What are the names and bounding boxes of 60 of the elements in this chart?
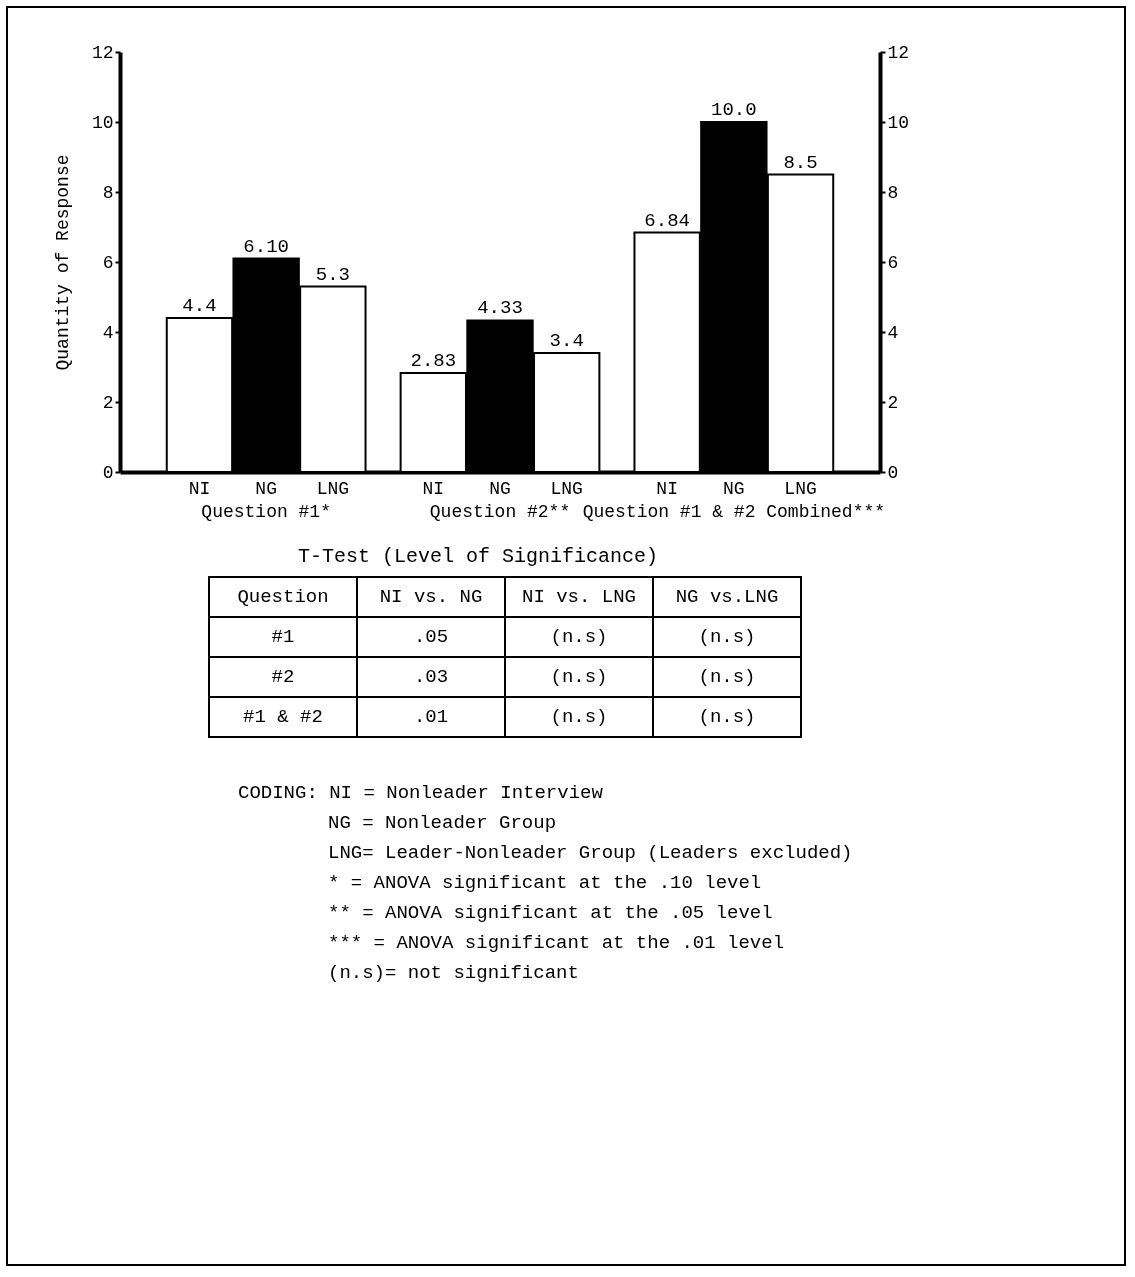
y2-tick-label: 12	[887, 42, 910, 63]
x-tick-label: Question #1*	[201, 501, 331, 522]
text: (n.s)	[505, 617, 653, 657]
text: NI vs. NG	[357, 577, 505, 617]
text: NG	[723, 479, 745, 499]
data-label: 2.83	[410, 349, 457, 372]
text: CODING: NI = Nonleader Interview	[238, 781, 604, 806]
data-label: 6.84	[644, 209, 690, 232]
text: NI	[422, 479, 445, 499]
y-tick-label: 4	[102, 322, 114, 343]
text: NG vs.LNG	[653, 577, 801, 617]
text: (n.s)	[653, 617, 801, 657]
text: (n.s)= not significant	[327, 961, 580, 986]
y-tick-label: 6	[102, 252, 114, 273]
text: NI	[656, 479, 678, 499]
text: (n.s)	[505, 697, 653, 737]
x-tick-label: Question #1 & #2 Combined***	[582, 501, 886, 522]
data-label: 6.10	[243, 235, 289, 258]
text: Question	[209, 577, 357, 617]
y-tick-label: 0	[102, 462, 114, 483]
text: LNG	[550, 479, 583, 499]
y-tick-label: 8	[102, 182, 114, 203]
text: LNG	[784, 479, 817, 499]
text: .03	[357, 657, 505, 697]
data-label: 4.33	[477, 297, 523, 320]
y2-tick-label: 0	[887, 462, 899, 483]
data-label: 3.4	[549, 330, 584, 352]
text: NG	[489, 479, 511, 499]
text: #1 & #2	[209, 697, 357, 737]
y2-tick-label: 6	[887, 252, 899, 273]
text: (n.s)	[505, 657, 653, 697]
text: * = ANOVA significant at the .10 level	[327, 871, 763, 896]
x-tick-label: Question #2**	[429, 501, 571, 522]
text: *** = ANOVA significant at the .01 level	[327, 931, 786, 956]
y2-tick-label: 2	[887, 392, 899, 413]
y2-tick-label: 10	[887, 112, 910, 133]
data-label: 10.0	[711, 99, 757, 121]
data-label: 5.3	[315, 263, 350, 286]
y-tick-label: 12	[91, 42, 114, 63]
text: T-Test (Level of Significance)	[298, 545, 660, 568]
text: LNG= Leader-Nonleader Group (Leaders excluded)	[327, 841, 854, 866]
y-tick-label: 10	[91, 112, 114, 133]
series-label: NG	[255, 479, 277, 499]
y-axis-title: Quantity of Response	[52, 154, 73, 371]
text: #1	[209, 617, 357, 657]
text: (n.s)	[653, 697, 801, 737]
series-label: NI	[188, 479, 211, 499]
y2-tick-label: 8	[887, 182, 899, 203]
data-label: 4.4	[182, 295, 217, 317]
text: NG = Nonleader Group	[327, 811, 558, 836]
data-label: 8.5	[783, 151, 818, 174]
text: #2	[209, 657, 357, 697]
text: (n.s)	[653, 657, 801, 697]
text: .05	[357, 617, 505, 657]
y-tick-label: 2	[102, 392, 114, 413]
text: .01	[357, 697, 505, 737]
text: ** = ANOVA significant at the .05 level	[327, 901, 774, 926]
text: NI vs. LNG	[505, 577, 653, 617]
y2-tick-label: 4	[887, 322, 899, 343]
series-label: LNG	[316, 479, 350, 499]
